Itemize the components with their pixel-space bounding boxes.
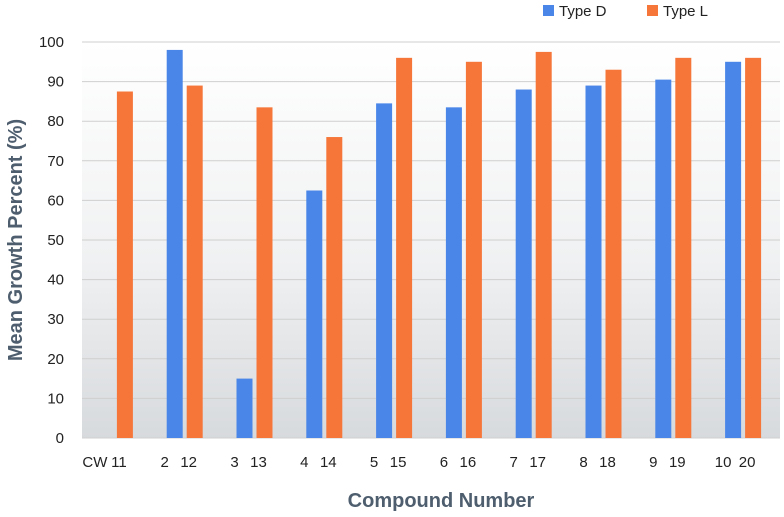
legend-swatch-type-l bbox=[647, 5, 658, 16]
bar-type-l-12 bbox=[186, 85, 203, 438]
y-tick-label-30: 30 bbox=[47, 311, 64, 328]
bar-type-d-10 bbox=[725, 61, 742, 439]
bar-type-d-3 bbox=[236, 378, 253, 438]
x-tick-label-13: 13 bbox=[250, 454, 267, 471]
y-axis-title: Mean Growth Percent (%) bbox=[5, 119, 27, 361]
x-tick-label-15: 15 bbox=[390, 454, 407, 471]
bar-type-d-2 bbox=[166, 49, 183, 439]
x-tick-label-19: 19 bbox=[669, 454, 686, 471]
bar-type-l-13 bbox=[256, 107, 273, 438]
x-tick-label-11: 11 bbox=[111, 454, 127, 471]
y-tick-label-60: 60 bbox=[47, 192, 64, 209]
y-tick-label-10: 10 bbox=[47, 390, 64, 407]
legend-label-type-d: Type D bbox=[559, 3, 607, 20]
y-tick-label-40: 40 bbox=[47, 272, 64, 289]
bar-type-d-9 bbox=[655, 79, 672, 439]
bar-type-l-18 bbox=[605, 69, 622, 438]
y-tick-label-0: 0 bbox=[56, 430, 64, 447]
x-axis-title: Compound Number bbox=[348, 490, 535, 512]
x-tick-label-7: 7 bbox=[510, 454, 518, 471]
x-tick-label-cw: CW bbox=[82, 454, 108, 471]
x-tick-label-9: 9 bbox=[649, 454, 657, 471]
bar-type-l-14 bbox=[326, 137, 343, 439]
bar-type-d-6 bbox=[445, 107, 462, 438]
legend: Type D Type L bbox=[543, 3, 708, 20]
x-tick-label-6: 6 bbox=[440, 454, 448, 471]
x-tick-label-2: 2 bbox=[161, 454, 169, 471]
bar-type-l-20 bbox=[745, 57, 762, 439]
bar-type-l-15 bbox=[396, 57, 413, 439]
x-tick-label-17: 17 bbox=[529, 454, 546, 471]
y-tick-label-80: 80 bbox=[47, 113, 64, 130]
x-tick-label-5: 5 bbox=[370, 454, 378, 471]
y-tick-label-20: 20 bbox=[47, 351, 64, 368]
x-tick-label-20: 20 bbox=[739, 454, 756, 471]
x-tick-label-16: 16 bbox=[460, 454, 477, 471]
bar-type-d-4 bbox=[306, 190, 323, 438]
y-tick-label-90: 90 bbox=[47, 74, 64, 91]
x-tick-label-8: 8 bbox=[579, 454, 587, 471]
y-tick-label-70: 70 bbox=[47, 153, 64, 170]
bar-type-d-7 bbox=[515, 89, 532, 439]
legend-swatch-type-d bbox=[543, 5, 554, 16]
x-tick-label-4: 4 bbox=[300, 454, 308, 471]
bar-type-l-16 bbox=[465, 61, 482, 439]
bar-type-l-17 bbox=[535, 51, 552, 439]
x-tick-label-3: 3 bbox=[230, 454, 238, 471]
x-tick-label-18: 18 bbox=[599, 454, 616, 471]
legend-label-type-l: Type L bbox=[663, 3, 708, 20]
bar-type-d-5 bbox=[376, 103, 393, 438]
x-tick-label-12: 12 bbox=[180, 454, 197, 471]
y-tick-label-100: 100 bbox=[39, 34, 64, 51]
y-tick-label-50: 50 bbox=[47, 232, 64, 249]
bar-type-l-19 bbox=[675, 57, 692, 439]
x-tick-label-10: 10 bbox=[715, 454, 732, 471]
x-tick-label-14: 14 bbox=[320, 454, 337, 471]
bar-type-l-11 bbox=[116, 91, 133, 438]
bar-type-d-8 bbox=[585, 85, 602, 438]
